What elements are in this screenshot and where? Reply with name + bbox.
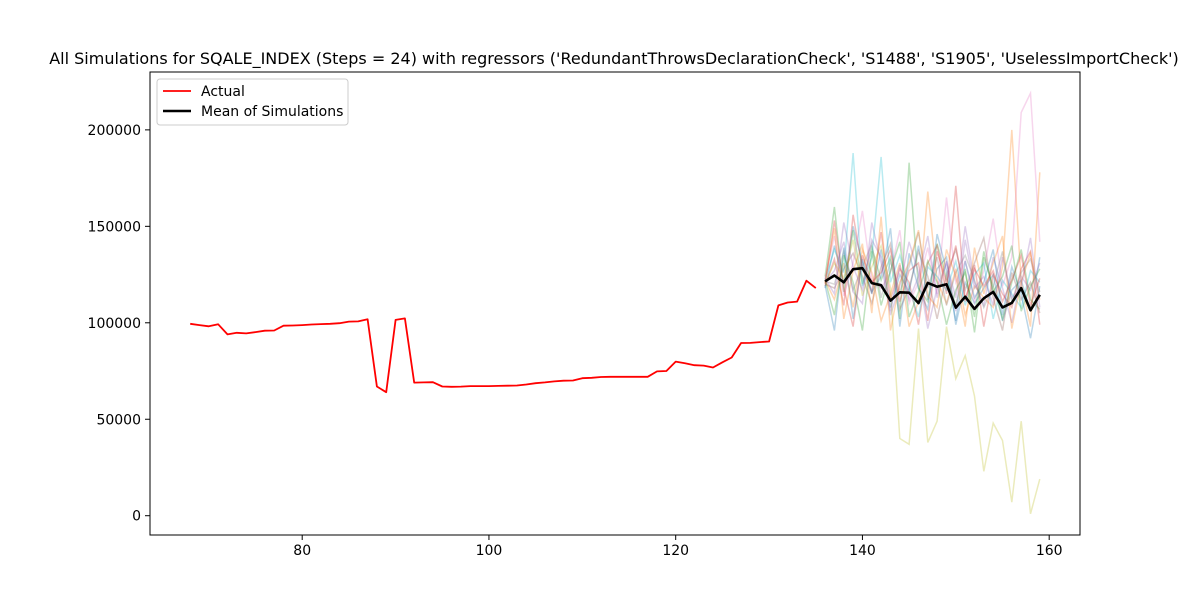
- series-lines: [190, 266, 1041, 394]
- simulation-line-9: [824, 239, 1041, 514]
- simulation-lines: [824, 90, 1041, 514]
- legend-label-actual: Actual: [201, 84, 245, 100]
- simulation-line-8: [824, 231, 1041, 310]
- legend-box: [156, 78, 349, 126]
- y-tick-label: 150000: [88, 219, 141, 235]
- simulation-line-15: [824, 222, 1041, 312]
- simulation-line-7: [824, 90, 1041, 307]
- plot-border: [149, 71, 1081, 536]
- legend-label-mean: Mean of Simulations: [201, 104, 343, 120]
- simulation-line-2: [824, 129, 1041, 327]
- simulation-line-3: [824, 162, 1041, 333]
- y-axis: 0 50000 100000 150000 200000: [88, 123, 150, 525]
- series-line-mean-of-simulations: [824, 266, 1041, 312]
- y-tick-label: 200000: [88, 123, 141, 139]
- legend: Actual Mean of Simulations: [156, 78, 349, 126]
- plot-frame: [150, 72, 1080, 535]
- x-tick-label: 120: [662, 543, 689, 559]
- simulation-line-6: [824, 234, 1041, 331]
- simulation-line-10: [824, 152, 1041, 320]
- simulation-line-4: [824, 185, 1041, 327]
- plot-area: [150, 72, 1080, 535]
- simulation-line-12: [824, 216, 1041, 331]
- x-axis: 80 100 120 140 160: [293, 535, 1063, 559]
- y-tick-label: 0: [132, 509, 141, 525]
- simulation-line-5: [824, 222, 1041, 329]
- series-line-actual: [190, 279, 817, 394]
- x-tick-label: 160: [1036, 543, 1063, 559]
- y-tick-label: 100000: [88, 316, 141, 332]
- simulation-line-13: [824, 241, 1041, 331]
- y-tick-label: 50000: [96, 412, 141, 428]
- x-tick-label: 140: [849, 543, 876, 559]
- x-tick-label: 80: [293, 543, 311, 559]
- chart-title: All Simulations for SQALE_INDEX (Steps =…: [49, 49, 1179, 69]
- x-tick-label: 100: [476, 543, 503, 559]
